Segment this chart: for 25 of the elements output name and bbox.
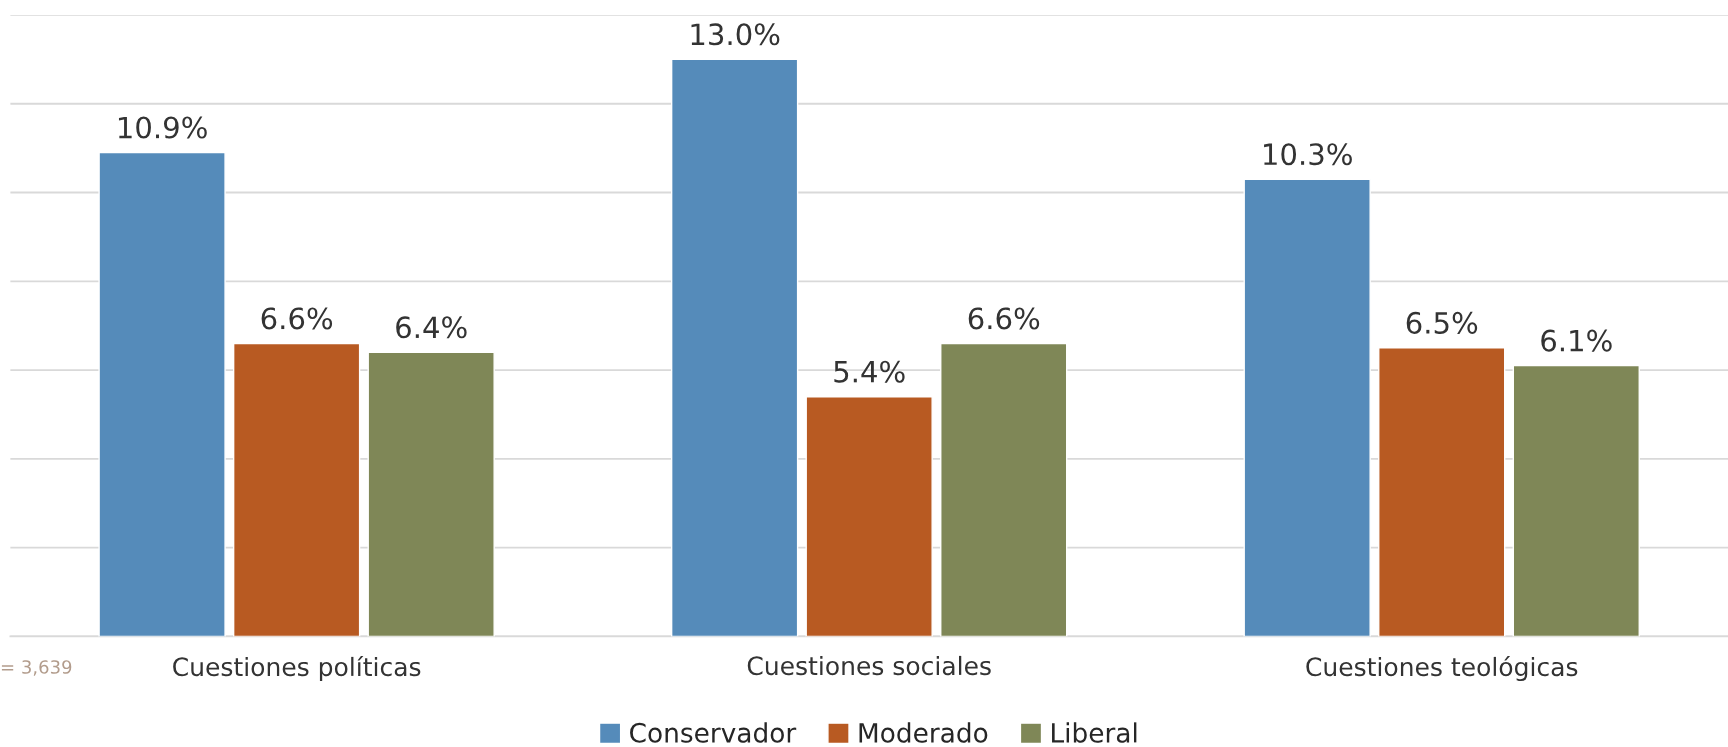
data-label: 6.6% [968,307,1040,330]
bar [1243,178,1371,637]
bar [805,396,933,637]
legend-label: Moderado [859,722,988,743]
bar [670,58,799,637]
data-label: 6.4% [396,316,467,339]
text: = 3,639 [1,660,72,676]
bar [940,342,1068,637]
bar [367,351,495,637]
data-label: 6.1% [1541,329,1612,352]
data-label: 6.6% [261,307,333,330]
legend-label: Conservador [630,722,797,743]
data-label: 10.9% [118,116,207,139]
data-label: 6.5% [1406,311,1478,334]
x-tick-label: Cuestiones políticas [173,655,421,682]
data-label: 13.0% [691,23,780,46]
legend-label: Liberal [1052,722,1137,743]
bar [1512,364,1640,637]
bar [1378,347,1506,637]
x-tick-label: Cuestiones sociales [747,655,991,676]
bar [98,151,226,637]
data-label: 10.3% [1264,143,1352,166]
data-label: 5.4% [834,360,905,383]
bar [232,342,361,637]
x-tick-label: Cuestiones teológicas [1306,655,1578,682]
